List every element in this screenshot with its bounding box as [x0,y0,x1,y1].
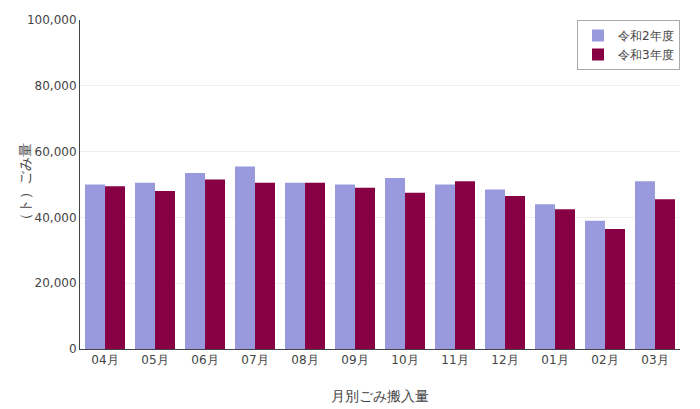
svg-text:令和3年度: 令和3年度 [618,48,674,62]
svg-text:03月: 03月 [641,353,668,367]
svg-text:02月: 02月 [591,353,618,367]
svg-text:月別ごみ搬入量: 月別ごみ搬入量 [331,388,429,404]
svg-text:06月: 06月 [191,353,218,367]
svg-text:05月: 05月 [141,353,168,367]
svg-text:09月: 09月 [341,353,368,367]
svg-text:07月: 07月 [241,353,268,367]
svg-text:40,000: 40,000 [35,211,77,225]
svg-text:04月: 04月 [91,353,118,367]
svg-text:0: 0 [69,342,77,356]
svg-text:60,000: 60,000 [35,145,77,159]
svg-text:10月: 10月 [391,353,418,367]
svg-text:11月: 11月 [441,353,468,367]
svg-text:12月: 12月 [491,353,518,367]
svg-text:08月: 08月 [291,353,318,367]
svg-text:（ト）ごみ量: （ト）ごみ量 [17,143,33,227]
svg-text:01月: 01月 [541,353,568,367]
svg-text:令和2年度: 令和2年度 [618,29,674,43]
svg-text:100,000: 100,000 [27,13,77,27]
svg-text:80,000: 80,000 [35,79,77,93]
svg-text:20,000: 20,000 [35,276,77,290]
